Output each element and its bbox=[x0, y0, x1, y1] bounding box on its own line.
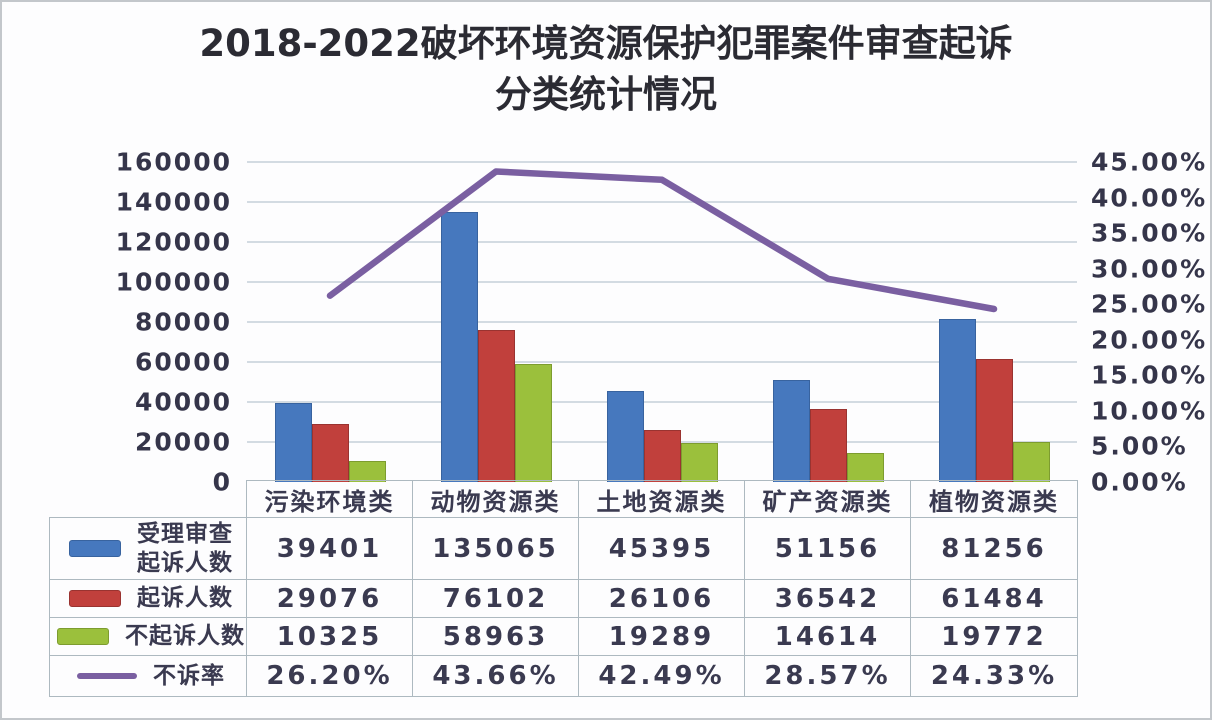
gridline bbox=[247, 241, 1077, 243]
y-axis-left-tick: 20000 bbox=[135, 427, 232, 457]
legend-swatch-bar bbox=[69, 590, 121, 607]
table-value-cell: 36542 bbox=[745, 580, 911, 618]
y-axis-right-tick: 40.00% bbox=[1091, 183, 1208, 213]
chart-title-line2: 分类统计情况 bbox=[495, 73, 717, 117]
category-header-cell: 植物资源类 bbox=[929, 488, 1059, 516]
table-value-cell: 61484 bbox=[911, 580, 1077, 618]
y-axis-left-tick: 60000 bbox=[135, 347, 232, 377]
category-header-cell: 动物资源类 bbox=[413, 481, 579, 518]
legend-cell: 起诉人数 bbox=[50, 580, 247, 618]
bar-s2-c4 bbox=[809, 408, 847, 482]
table-value-cell: 10325 bbox=[247, 618, 413, 656]
table-value-cell: 19289 bbox=[579, 618, 745, 656]
legend-swatch-bar bbox=[69, 540, 121, 557]
table-value-cell: 81256 bbox=[911, 518, 1077, 580]
bar-s3-c5 bbox=[1012, 442, 1050, 482]
table-value-cell: 26106 bbox=[579, 580, 745, 618]
table-value-cell: 135065 bbox=[413, 518, 579, 580]
legend-swatch-line bbox=[77, 673, 137, 679]
table-value-cell: 58963 bbox=[413, 618, 579, 656]
y-axis-right-tick: 30.00% bbox=[1091, 254, 1208, 284]
table-value-cell: 26.20% bbox=[247, 656, 413, 696]
bar-s1-c4 bbox=[772, 379, 810, 482]
legend-label: 起诉人数 bbox=[137, 585, 233, 612]
bar-s1-c5 bbox=[938, 319, 976, 482]
legend-swatch-bar bbox=[57, 628, 109, 645]
gridline bbox=[247, 321, 1077, 323]
table-value-cell: 14614 bbox=[745, 618, 911, 656]
category-header-row: 污染环境类 动物资源类 土地资源类 矿产资源类 植物资源类 bbox=[246, 480, 1078, 518]
y-axis-right-tick: 25.00% bbox=[1091, 289, 1208, 319]
y-axis-right-tick: 0.00% bbox=[1091, 467, 1188, 497]
bar-s2-c5 bbox=[975, 359, 1013, 482]
data-table: 受理审查 起诉人数 39401 135065 45395 51156 81256 起诉人数 29… bbox=[49, 517, 1078, 697]
gridline bbox=[247, 161, 1077, 163]
bar-s3-c2 bbox=[514, 364, 552, 482]
bar-s2-c2 bbox=[477, 329, 515, 482]
y-axis-right-tick: 45.00% bbox=[1091, 147, 1208, 177]
legend-label: 受理审查 起诉人数 bbox=[137, 520, 233, 576]
legend-label: 不起诉人数 bbox=[125, 623, 245, 650]
chart-title-line1: 2018-2022破坏环境资源保护犯罪案件审查起诉 bbox=[199, 22, 1013, 65]
category-header-cell: 矿产资源类 bbox=[745, 481, 911, 518]
y-axis-right-tick: 20.00% bbox=[1091, 325, 1208, 355]
y-axis-left-tick: 0 bbox=[212, 467, 232, 497]
table-value-cell: 24.33% bbox=[930, 661, 1058, 691]
legend-cell: 不诉率 bbox=[50, 656, 247, 696]
gridline bbox=[247, 281, 1077, 283]
table-value-cell: 76102 bbox=[413, 580, 579, 618]
y-axis-right-tick: 15.00% bbox=[1091, 360, 1208, 390]
legend-label: 不诉率 bbox=[153, 662, 225, 689]
category-header-cell: 土地资源类 bbox=[579, 481, 745, 518]
table-value-cell: 42.49% bbox=[579, 656, 745, 696]
table-value-cell: 45395 bbox=[579, 518, 745, 580]
table-value-cell: 19772 bbox=[911, 618, 1077, 656]
trend-line-path bbox=[326, 168, 998, 313]
category-header-cell: 污染环境类 bbox=[247, 481, 413, 518]
y-axis-left-tick: 100000 bbox=[115, 267, 232, 297]
y-axis-left-tick: 80000 bbox=[135, 307, 232, 337]
table-value-cell: 51156 bbox=[745, 518, 911, 580]
table-value-cell: 43.66% bbox=[413, 656, 579, 696]
table-value-cell: 28.57% bbox=[745, 656, 911, 696]
legend-cell: 不起诉人数 bbox=[50, 618, 247, 656]
y-axis-left-tick: 140000 bbox=[115, 187, 232, 217]
y-axis-left-tick: 160000 bbox=[115, 147, 232, 177]
bar-s3-c3 bbox=[680, 443, 718, 482]
gridline bbox=[247, 401, 1077, 403]
y-axis-left-tick: 120000 bbox=[115, 227, 232, 257]
bar-s1-c3 bbox=[606, 391, 644, 482]
y-axis-right-tick: 10.00% bbox=[1091, 396, 1208, 426]
bar-s3-c4 bbox=[846, 452, 884, 482]
chart-title: 2018-2022破坏环境资源保护犯罪案件审查起诉 分类统计情况 bbox=[2, 18, 1210, 120]
gridline bbox=[247, 201, 1077, 203]
table-value-cell: 29076 bbox=[247, 580, 413, 618]
bar-s3-c1 bbox=[348, 461, 386, 482]
bar-s1-c1 bbox=[274, 403, 312, 482]
bar-s2-c1 bbox=[311, 423, 349, 482]
bar-s1-c2 bbox=[440, 211, 478, 482]
y-axis-right-tick: 5.00% bbox=[1091, 431, 1188, 461]
trend-line bbox=[326, 168, 998, 313]
gridline bbox=[247, 361, 1077, 363]
y-axis-left-tick: 40000 bbox=[135, 387, 232, 417]
bar-s2-c3 bbox=[643, 429, 681, 482]
y-axis-right-tick: 35.00% bbox=[1091, 218, 1208, 248]
legend-cell: 受理审查 起诉人数 bbox=[50, 518, 247, 580]
table-value-cell: 39401 bbox=[247, 518, 413, 580]
